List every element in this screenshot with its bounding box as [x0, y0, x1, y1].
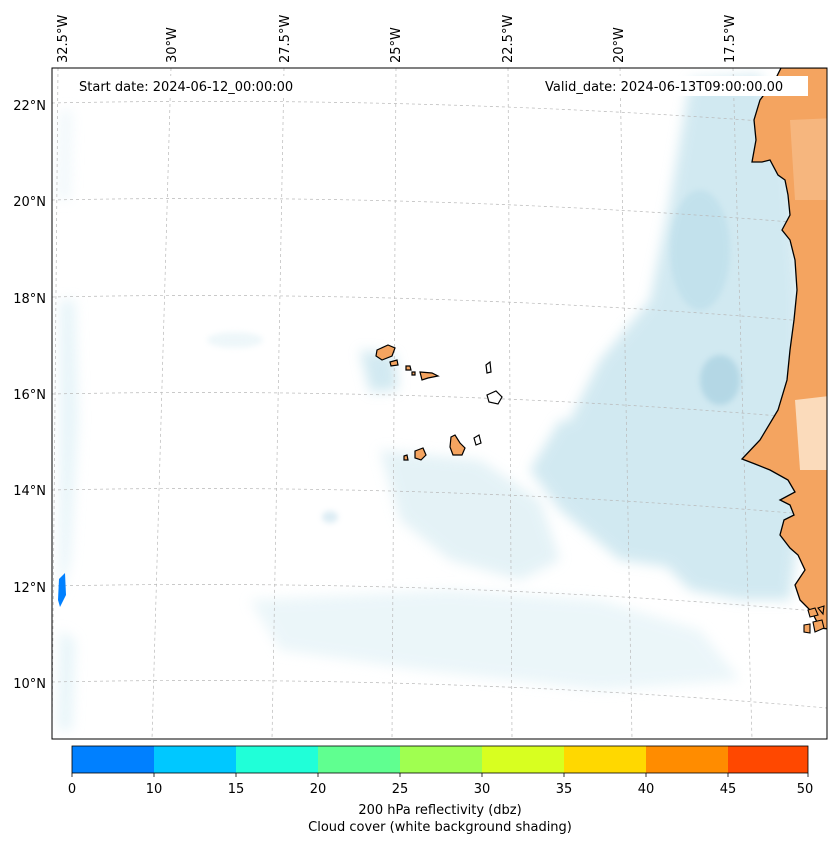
colorbar-tick-30: 30: [474, 782, 491, 797]
africa-landmass: [740, 68, 827, 630]
longitude-labels: 32.5°W 30°W 27.5°W 25°W 22.5°W 20°W 17.5…: [56, 15, 738, 63]
valid-date-label: Valid_date: 2024-06-13T09:00:00.00: [545, 80, 783, 95]
lat-label-12n: 12°N: [13, 581, 46, 596]
valid-date-box: [540, 76, 808, 96]
map-frame: [51, 67, 828, 740]
colorbar-segment-10-15: [154, 746, 236, 773]
colorbar-segment-15-20: [236, 746, 318, 773]
coastal-cloud-wash: [795, 396, 827, 470]
colorbar-segment-35-40: [564, 746, 646, 773]
lat-label-10n: 10°N: [13, 677, 46, 692]
lat-label-18n: 18°N: [13, 292, 46, 307]
lat-label-16n: 16°N: [13, 388, 46, 403]
colorbar-tick-20: 20: [310, 782, 327, 797]
colorbar-segment-25-30: [400, 746, 482, 773]
lon-label-32-5w: 32.5°W: [56, 15, 71, 63]
bijagos-islands: [803, 605, 825, 634]
map-content: [52, 68, 827, 739]
lon-label-17-5w: 17.5°W: [723, 15, 738, 63]
lat-label-20n: 20°N: [13, 195, 46, 210]
start-date-box: [72, 76, 312, 96]
latitude-labels: 22°N 20°N 18°N 16°N 14°N 12°N 10°N: [13, 99, 46, 692]
lon-label-27-5w: 27.5°W: [278, 15, 293, 63]
colorbar-tick-0: 0: [68, 782, 76, 797]
cape-verde-islands: [375, 344, 503, 461]
lon-label-25w: 25°W: [389, 27, 404, 63]
lon-label-20w: 20°W: [612, 27, 627, 63]
colorbar-label-cloud-cover: Cloud cover (white background shading): [308, 820, 572, 835]
colorbar-tick-10: 10: [146, 782, 163, 797]
cloud-cover-shading: [58, 75, 800, 730]
start-date-label: Start date: 2024-06-12_00:00:00: [79, 80, 293, 95]
cloud-cover-detail: [207, 190, 740, 523]
reflectivity-echo: [58, 573, 66, 607]
colorbar-segment-20-25: [318, 746, 400, 773]
lon-label-30w: 30°W: [165, 27, 180, 63]
colorbar-segment-45-50: [728, 746, 808, 773]
colorbar-tick-35: 35: [556, 782, 573, 797]
lat-label-22n: 22°N: [13, 99, 46, 114]
colorbar: 0 10 15 20 25 30 35 40 45 50 200 hPa ref…: [68, 745, 814, 835]
coastal-cloud-wash-north: [790, 118, 827, 200]
colorbar-tick-25: 25: [392, 782, 409, 797]
colorbar-tick-15: 15: [228, 782, 245, 797]
colorbar-tick-50: 50: [797, 782, 814, 797]
colorbar-tick-45: 45: [720, 782, 737, 797]
colorbar-segment-0-10: [72, 746, 154, 773]
lat-label-14n: 14°N: [13, 484, 46, 499]
colorbar-tick-40: 40: [638, 782, 655, 797]
lon-label-22-5w: 22.5°W: [501, 15, 516, 63]
colorbar-segment-30-35: [482, 746, 564, 773]
gridlines: [52, 68, 827, 739]
colorbar-border: [71, 745, 809, 774]
colorbar-label-reflectivity: 200 hPa reflectivity (dbz): [358, 803, 521, 818]
colorbar-segment-40-45: [646, 746, 728, 773]
